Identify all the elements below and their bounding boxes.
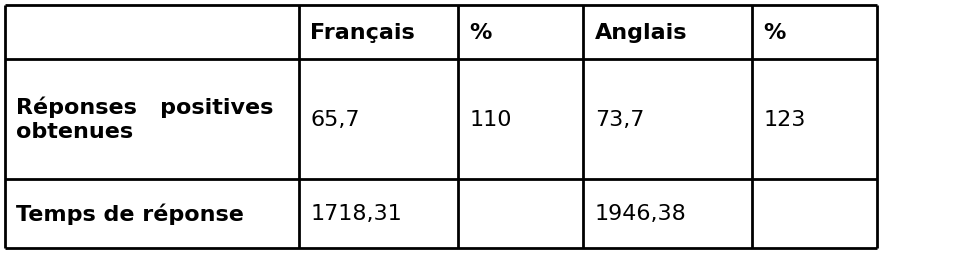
Text: Français: Français — [310, 23, 415, 43]
Text: Réponses   positives: Réponses positives — [16, 97, 274, 118]
Text: Anglais: Anglais — [595, 23, 687, 43]
Text: 73,7: 73,7 — [595, 109, 644, 129]
Text: 110: 110 — [469, 109, 512, 129]
Text: Temps de réponse: Temps de réponse — [16, 203, 244, 224]
Text: 65,7: 65,7 — [310, 109, 360, 129]
Text: 1946,38: 1946,38 — [595, 203, 686, 223]
Text: 123: 123 — [763, 109, 806, 129]
Text: obtenues: obtenues — [16, 122, 133, 141]
Text: %: % — [763, 23, 786, 43]
Text: %: % — [469, 23, 492, 43]
Text: 1718,31: 1718,31 — [310, 203, 402, 223]
